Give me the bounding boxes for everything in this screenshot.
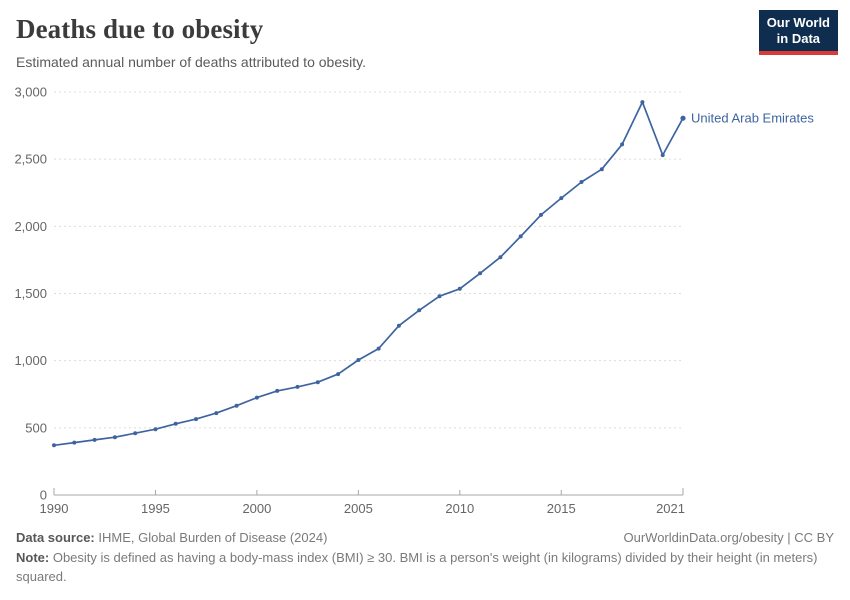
y-tick-label: 3,000 [14,85,47,100]
data-source-text: IHME, Global Burden of Disease (2024) [94,530,328,545]
data-point[interactable] [214,411,219,416]
data-point[interactable] [518,234,523,239]
chart-subtitle: Estimated annual number of deaths attrib… [16,54,366,70]
chart-note: Note: Obesity is defined as having a bod… [16,549,834,587]
y-tick-label: 1,000 [14,353,47,368]
data-point[interactable] [356,358,361,362]
data-point[interactable] [133,431,138,436]
data-point[interactable] [680,115,686,121]
data-point[interactable] [599,167,604,172]
note-label: Note: [16,550,50,565]
owid-logo-line2: in Data [776,31,821,47]
data-point[interactable] [92,437,97,442]
data-point[interactable] [315,380,320,385]
x-tick-label: 2021 [656,501,685,516]
y-tick-label: 500 [25,420,47,435]
data-point[interactable] [234,403,239,408]
x-tick-label: 1990 [40,501,69,516]
note-text: Obesity is defined as having a body-mass… [16,550,818,584]
data-point[interactable] [457,286,462,291]
data-point[interactable] [660,153,665,158]
data-point[interactable] [254,395,259,400]
y-tick-label: 0 [40,488,47,503]
data-point[interactable] [539,212,543,217]
chart-header: Deaths due to obesity Estimated annual n… [16,14,366,70]
attribution-link[interactable]: OurWorldinData.org/obesity | CC BY [623,530,835,545]
data-point[interactable] [417,308,422,313]
owid-logo-line1: Our World [766,15,830,30]
chart-title: Deaths due to obesity [16,14,264,44]
chart-footer: Data source: IHME, Global Burden of Dise… [16,530,834,587]
line-chart[interactable]: 0 500 1,000 1,500 2,000 2,500 3,000 1990 1995 200… [0,80,850,530]
series-label[interactable]: United Arab Emirates [691,111,814,126]
x-tick-label: 1995 [141,501,170,516]
data-point[interactable] [579,180,584,184]
data-point[interactable] [478,271,483,276]
x-tick-label: 2005 [344,501,373,516]
data-point[interactable] [194,417,198,422]
data-point[interactable] [173,421,178,426]
data-point[interactable] [396,323,401,328]
data-point[interactable] [52,443,56,448]
x-tick-label: 2000 [242,501,271,516]
data-point[interactable] [295,384,300,389]
data-source-label: Data source: [16,530,95,545]
data-point[interactable] [336,372,341,377]
data-point[interactable] [72,440,77,445]
y-tick-label: 2,000 [14,219,47,234]
data-point[interactable] [112,435,117,440]
y-tick-label: 2,500 [14,152,47,167]
data-point[interactable] [640,100,645,105]
x-tick-label: 2010 [445,501,474,516]
data-point[interactable] [559,196,564,201]
y-tick-label: 1,500 [14,286,47,301]
owid-logo[interactable]: Our World in Data [758,10,838,55]
data-point[interactable] [620,142,625,147]
data-point[interactable] [437,294,442,299]
data-point[interactable] [153,427,158,432]
data-source: Data source: IHME, Global Burden of Dise… [16,530,327,545]
data-point[interactable] [498,255,503,260]
x-tick-label: 2015 [547,501,576,516]
series-line[interactable] [53,101,684,447]
data-point[interactable] [376,346,381,351]
data-point[interactable] [275,388,280,393]
